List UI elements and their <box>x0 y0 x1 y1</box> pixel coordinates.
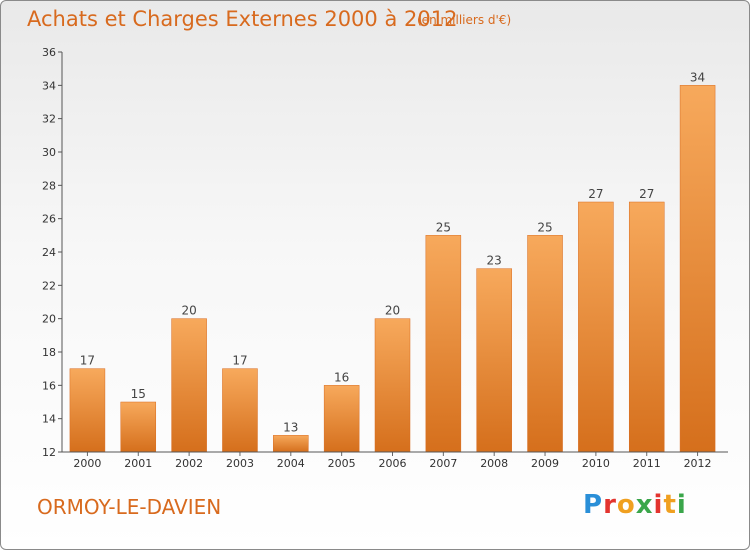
x-tick-label-2007: 2007 <box>429 457 457 470</box>
data-label-2011: 27 <box>639 187 654 201</box>
data-label-2001: 15 <box>131 387 146 401</box>
data-label-2010: 27 <box>588 187 603 201</box>
bar-2012 <box>679 85 716 453</box>
x-tick-label-2002: 2002 <box>175 457 203 470</box>
bar-2004 <box>273 435 309 453</box>
unit-note: (en milliers d'€) <box>417 13 512 27</box>
logo-letter: x <box>635 490 654 520</box>
logo-letter: r <box>603 490 617 520</box>
bar-2006 <box>374 318 411 453</box>
y-tick-label-24: 24 <box>42 246 56 259</box>
x-tick-label-2000: 2000 <box>73 457 101 470</box>
y-tick-label-18: 18 <box>42 346 56 359</box>
x-tick-label-2006: 2006 <box>379 457 407 470</box>
y-tick-label-30: 30 <box>42 146 56 159</box>
x-tick-label-2003: 2003 <box>226 457 254 470</box>
data-label-2005: 16 <box>334 370 349 384</box>
y-tick-label-26: 26 <box>42 213 56 226</box>
logo-letter: P <box>583 490 604 520</box>
x-tick-label-2005: 2005 <box>328 457 356 470</box>
data-label-2009: 25 <box>537 220 552 234</box>
y-tick-label-32: 32 <box>42 113 56 126</box>
bar-2001 <box>120 401 157 453</box>
bar-2008 <box>476 268 512 453</box>
bar-2011 <box>628 201 665 453</box>
data-label-2008: 23 <box>487 254 502 268</box>
bar-2009 <box>527 235 563 453</box>
bar-2007 <box>425 235 462 453</box>
proxiti-logo: Proxiti <box>583 490 687 520</box>
town-name: ORMOY-LE-DAVIEN <box>37 495 222 519</box>
axes <box>58 51 728 456</box>
chart-title: Achats et Charges Externes 2000 à 2012 <box>27 7 458 31</box>
data-label-2002: 20 <box>181 304 196 318</box>
x-tick-label-2011: 2011 <box>633 457 661 470</box>
bar-2000 <box>69 368 106 453</box>
data-label-2006: 20 <box>385 304 400 318</box>
bar-2005 <box>323 385 360 453</box>
data-label-2003: 17 <box>232 354 247 368</box>
logo-letter: i <box>653 490 664 520</box>
data-label-2004: 13 <box>283 420 298 434</box>
x-tick-label-2009: 2009 <box>531 457 559 470</box>
x-tick-label-2012: 2012 <box>684 457 712 470</box>
y-tick-label-22: 22 <box>42 279 56 292</box>
y-tick-label-28: 28 <box>42 179 56 192</box>
bar-2003 <box>222 368 258 453</box>
logo-letter: i <box>676 490 687 520</box>
x-tick-label-2010: 2010 <box>582 457 610 470</box>
y-tick-label-20: 20 <box>42 313 56 326</box>
logo-letter: o <box>616 490 636 520</box>
bars <box>69 85 716 453</box>
tick-labels: 17 2000 15 2001 20 2002 17 2003 13 2004 16 2005 20 20… <box>42 46 712 470</box>
y-tick-label-12: 12 <box>42 446 56 459</box>
y-tick-label-14: 14 <box>42 413 56 426</box>
y-tick-label-16: 16 <box>42 379 56 392</box>
data-label-2012: 34 <box>690 70 705 84</box>
x-tick-label-2008: 2008 <box>480 457 508 470</box>
logo-letter: t <box>663 490 677 520</box>
x-tick-label-2004: 2004 <box>277 457 305 470</box>
y-tick-label-36: 36 <box>42 46 56 59</box>
bar-2002 <box>171 318 207 453</box>
bar-2010 <box>578 201 614 453</box>
y-tick-label-34: 34 <box>42 79 56 92</box>
data-label-2000: 17 <box>80 354 95 368</box>
data-label-2007: 25 <box>436 220 451 234</box>
x-tick-label-2001: 2001 <box>124 457 152 470</box>
